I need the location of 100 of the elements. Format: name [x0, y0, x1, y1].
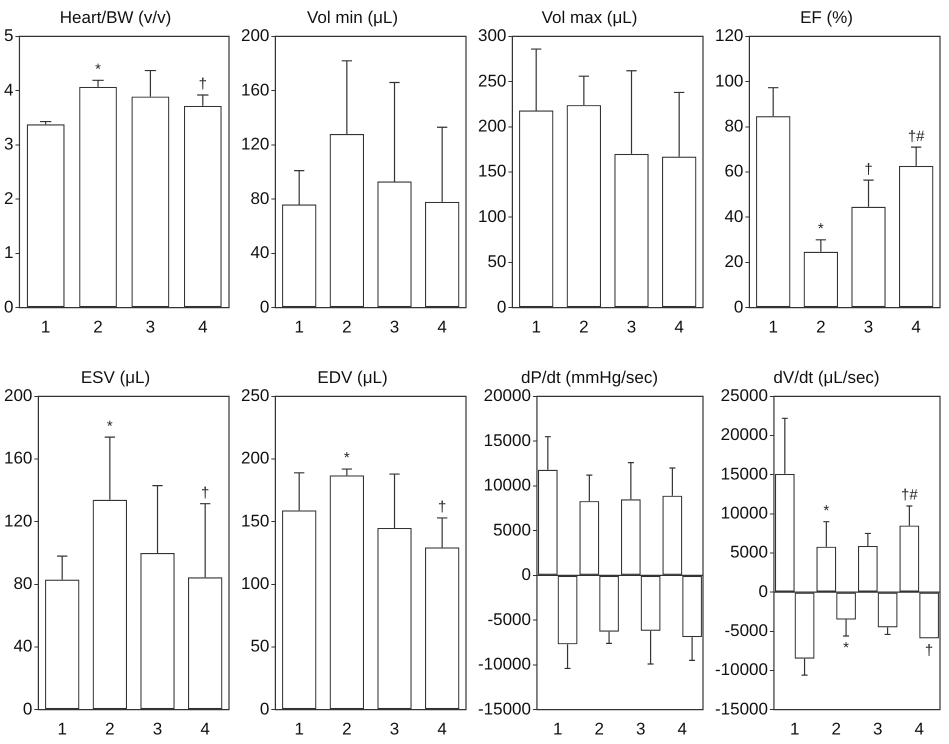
y-tick-label: 120	[714, 26, 744, 46]
y-tick-label: 0	[734, 297, 744, 316]
annotation: †	[864, 160, 873, 178]
x-tick-label: 3	[146, 317, 156, 336]
x-tick-label: 3	[152, 719, 162, 738]
y-tick-label: 100	[478, 206, 506, 226]
x-tick-label: 4	[674, 317, 684, 336]
x-tick-label: 3	[872, 719, 882, 738]
y-tick-label: 2	[4, 188, 14, 208]
x-tick-label: 4	[200, 719, 210, 738]
y-tick-label: 40	[724, 206, 744, 226]
chart-title: Vol max (μL)	[542, 8, 638, 27]
y-tick-label: 150	[240, 511, 270, 530]
annotation: *	[95, 60, 102, 78]
chart-title: Heart/BW (v/v)	[60, 8, 172, 27]
y-tick-label: 5	[4, 26, 14, 46]
x-tick-label: 2	[342, 719, 352, 738]
x-tick-label: 1	[552, 719, 562, 738]
x-tick-label: 2	[342, 317, 352, 336]
chart-title: dV/dt (μL/sec)	[773, 368, 880, 387]
y-tick-label: 0	[260, 699, 270, 718]
y-tick-label: 50	[250, 636, 270, 656]
y-tick-label: 1	[4, 243, 14, 262]
chart-title: EDV (μL)	[317, 368, 388, 387]
chart-title: ESV (μL)	[80, 368, 150, 387]
y-tick-label: 0	[521, 565, 531, 584]
y-tick-label: 0	[758, 582, 768, 601]
y-tick-label: 80	[724, 116, 744, 136]
x-tick-label: 4	[911, 317, 921, 336]
y-tick-label: 20000	[720, 425, 768, 444]
y-tick-label: 100	[714, 71, 744, 90]
y-tick-label: 150	[478, 162, 506, 181]
chart-title: Vol min (μL)	[306, 8, 398, 27]
x-tick-label: 4	[678, 719, 687, 738]
y-tick-label: 20000	[484, 386, 531, 406]
y-tick-label: 10000	[484, 476, 531, 495]
y-tick-label: 0	[260, 297, 270, 316]
y-tick-label: 160	[4, 448, 32, 468]
chart-title: EF (%)	[800, 8, 853, 27]
chart-title: dP/dt (mmHg/sec)	[521, 368, 658, 387]
y-tick-label: 80	[250, 188, 270, 208]
y-tick-label: 300	[478, 26, 506, 46]
annotation: *	[106, 418, 113, 435]
annotation: †#	[908, 128, 926, 145]
y-tick-label: 40	[13, 636, 32, 656]
y-tick-label: 40	[250, 243, 270, 262]
annotation: *	[843, 640, 850, 657]
y-tick-label: 15000	[720, 464, 768, 484]
y-tick-label: 5000	[730, 542, 768, 562]
y-tick-label: 200	[4, 386, 32, 406]
y-tick-label: 200	[240, 448, 270, 468]
x-tick-label: 3	[636, 719, 646, 738]
y-tick-label: 3	[4, 134, 14, 154]
y-tick-label: -15000	[714, 699, 768, 718]
annotation: *	[818, 220, 824, 238]
annotation: *	[823, 502, 830, 520]
x-tick-label: 2	[579, 317, 589, 336]
x-tick-label: 1	[57, 719, 67, 738]
y-tick-label: 50	[487, 252, 506, 272]
y-tick-label: 0	[4, 297, 14, 316]
y-tick-label: -10000	[714, 660, 768, 680]
y-tick-label: 25000	[720, 386, 768, 406]
y-tick-label: 250	[478, 71, 506, 90]
y-tick-label: 60	[724, 162, 744, 181]
y-tick-label: 4	[4, 80, 14, 100]
x-tick-label: 1	[294, 317, 304, 336]
y-tick-label: 120	[4, 511, 32, 530]
x-tick-label: 1	[294, 719, 304, 738]
y-tick-label: 200	[240, 26, 270, 46]
y-tick-label: 200	[478, 116, 506, 136]
x-tick-label: 4	[437, 719, 447, 738]
x-tick-label: 2	[93, 317, 103, 336]
y-tick-label: 120	[240, 134, 270, 154]
y-tick-label: -15000	[478, 699, 531, 718]
x-tick-label: 4	[198, 317, 208, 336]
x-tick-label: 1	[40, 317, 50, 336]
y-tick-label: 250	[240, 386, 270, 406]
y-tick-label: 80	[13, 574, 32, 594]
y-tick-label: -5000	[487, 610, 531, 629]
x-tick-label: 4	[914, 719, 924, 738]
x-tick-label: 3	[390, 317, 400, 336]
y-tick-label: 15000	[484, 430, 531, 450]
x-tick-label: 3	[390, 719, 400, 738]
annotation: †	[438, 498, 446, 516]
x-tick-label: 2	[831, 719, 841, 738]
y-tick-label: 160	[240, 80, 270, 100]
x-tick-label: 2	[816, 317, 826, 336]
x-tick-label: 1	[790, 719, 800, 738]
annotation: †	[924, 642, 934, 659]
y-tick-label: 10000	[720, 504, 768, 523]
y-tick-label: 20	[724, 252, 744, 272]
y-tick-label: 5000	[493, 520, 531, 540]
annotation: *	[344, 450, 350, 467]
y-tick-label: 100	[240, 574, 270, 594]
y-tick-label: 0	[496, 297, 506, 316]
y-tick-label: -10000	[478, 654, 531, 674]
annotation: †#	[901, 486, 918, 504]
annotation: †	[201, 484, 210, 502]
x-tick-label: 4	[437, 317, 447, 336]
x-tick-label: 2	[105, 719, 115, 738]
